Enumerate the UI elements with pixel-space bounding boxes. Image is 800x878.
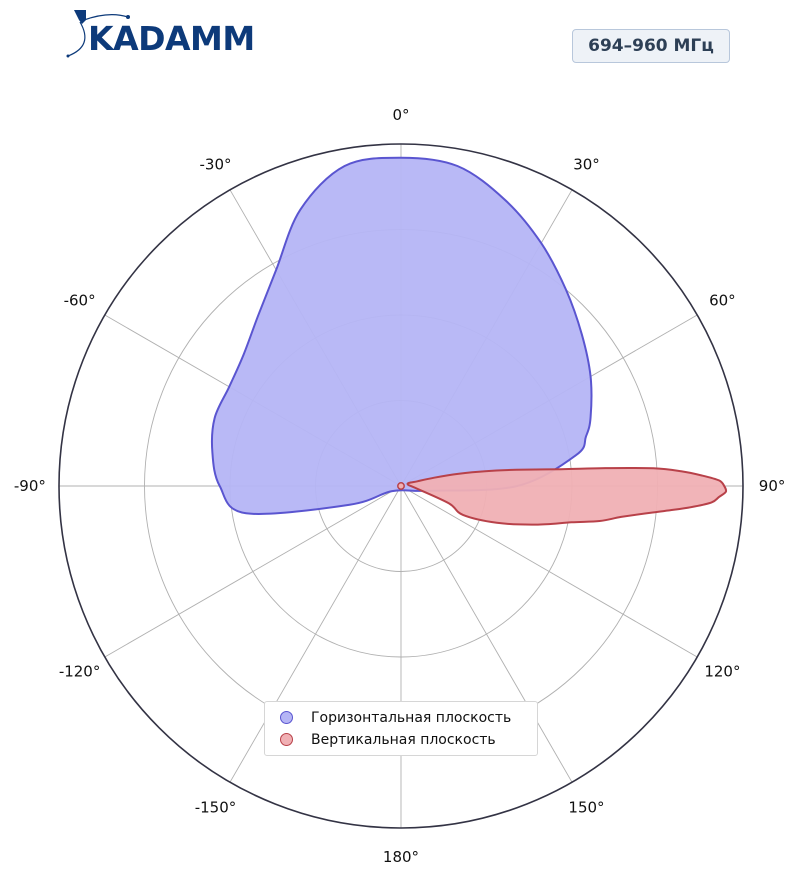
angle-tick-label: 150°	[568, 798, 604, 816]
angle-tick-label: 0°	[392, 106, 409, 124]
legend-label-vertical: Вертикальная плоскость	[311, 732, 496, 748]
angle-tick-label: 60°	[709, 292, 736, 310]
series-0-pattern	[210, 156, 593, 515]
angle-tick-label: 180°	[383, 848, 419, 866]
polar-outer-ring	[58, 143, 744, 829]
logo-wordmark: KADAMM	[88, 19, 255, 58]
angle-tick-label: -30°	[200, 156, 232, 174]
series-layer	[210, 156, 728, 526]
legend-item-vertical: Вертикальная плоскость	[280, 730, 496, 750]
legend-label-horizontal: Горизонтальная плоскость	[311, 710, 512, 726]
series-1-pattern	[406, 466, 728, 526]
angle-spoke-8	[104, 485, 402, 658]
legend-item-horizontal: Горизонтальная плоскость	[280, 708, 511, 728]
angle-tick-label: -120°	[59, 663, 101, 681]
angle-tick-label: -150°	[195, 798, 237, 816]
angle-tick-label: -60°	[64, 292, 96, 310]
polar-center-dot	[397, 482, 405, 490]
angle-tick-label: -90°	[14, 477, 46, 495]
kadamm-logo-icon	[66, 10, 130, 58]
angle-spoke-5	[400, 485, 573, 783]
angle-spoke-7	[229, 485, 402, 783]
angle-tick-label: 90°	[759, 477, 786, 495]
angle-tick-label: 120°	[704, 663, 740, 681]
legend-marker-vertical	[280, 733, 293, 746]
angle-spoke-4	[400, 485, 698, 658]
frequency-badge: 694–960 МГц	[572, 29, 730, 63]
chart-legend: Горизонтальная плоскость Вертикальная пл…	[264, 701, 538, 756]
legend-marker-horizontal	[280, 711, 293, 724]
angle-tick-labels: 0° 30° 60° 90° 120° 150° 180° -150° -120° -90° -60…	[14, 106, 785, 866]
angle-tick-label: 30°	[573, 156, 600, 174]
